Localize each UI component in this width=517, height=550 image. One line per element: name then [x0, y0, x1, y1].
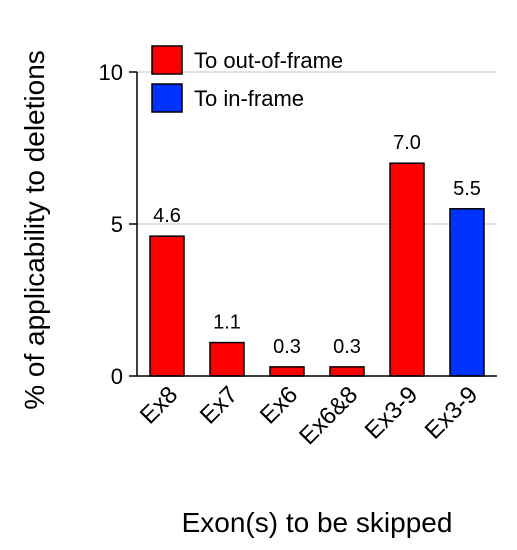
- legend-swatch: [151, 83, 183, 113]
- legend: To out-of-frame To in-frame: [151, 45, 343, 113]
- y-tick-label: 0: [111, 364, 123, 389]
- bar: [209, 341, 245, 377]
- data-label: 4.6: [153, 205, 181, 227]
- x-tick-label: Ex7: [195, 381, 243, 429]
- y-ticks: 0 5 10: [99, 60, 137, 389]
- x-tick-label: Ex6: [255, 381, 303, 429]
- bar: [269, 366, 305, 377]
- bar: [389, 162, 425, 377]
- y-tick-label: 5: [111, 212, 123, 237]
- bars: [149, 162, 485, 377]
- legend-swatch: [151, 45, 183, 75]
- data-label: 0.3: [273, 336, 301, 358]
- data-label: 5.5: [453, 178, 481, 200]
- bar: [449, 208, 485, 377]
- x-tick-label: Ex8: [135, 381, 183, 429]
- x-tick-label: Ex3-9: [360, 381, 423, 444]
- y-axis-title: % of applicability to deletions: [19, 50, 50, 410]
- x-tick-label: Ex6&8: [294, 381, 363, 450]
- bar: [149, 235, 185, 377]
- x-tick-label: Ex3-9: [420, 381, 483, 444]
- data-label: 1.1: [213, 312, 241, 334]
- legend-label: To out-of-frame: [194, 48, 343, 73]
- bar: [329, 366, 365, 377]
- x-axis-title: Exon(s) to be skipped: [182, 507, 453, 538]
- gridlines: [137, 71, 497, 225]
- data-label: 7.0: [393, 132, 421, 154]
- legend-label: To in-frame: [194, 86, 304, 111]
- data-labels: 4.6 1.1 0.3 0.3 7.0 5.5: [153, 132, 481, 358]
- y-tick-label: 10: [99, 60, 123, 85]
- data-label: 0.3: [333, 336, 361, 358]
